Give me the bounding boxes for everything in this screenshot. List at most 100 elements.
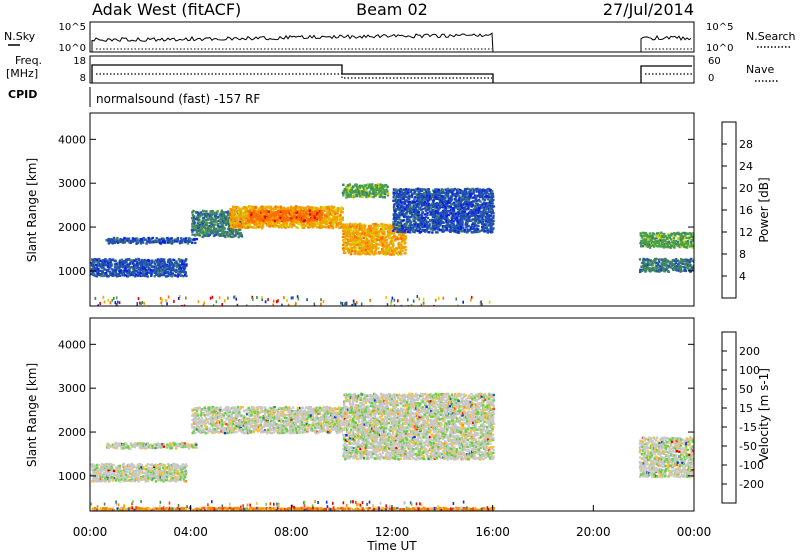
- data-cell: [393, 202, 396, 206]
- data-cell: [393, 234, 396, 237]
- data-cell: [111, 274, 114, 278]
- data-cell: [391, 244, 395, 248]
- data-cell: [478, 214, 481, 217]
- data-cell: [108, 464, 111, 468]
- data-cell: [307, 226, 310, 229]
- data-cell: [469, 190, 472, 194]
- data-cell: [475, 194, 479, 198]
- data-cell: [323, 209, 326, 213]
- data-cell: [277, 211, 280, 214]
- data-cell: [256, 214, 259, 217]
- data-cell: [271, 220, 275, 223]
- data-cell: [98, 258, 101, 262]
- data-cell: [240, 207, 244, 210]
- data-cell: [241, 214, 245, 217]
- data-cell: [128, 468, 132, 471]
- data-cell: [441, 195, 444, 198]
- data-cell: [150, 241, 153, 244]
- data-cell: [387, 245, 390, 249]
- y-tick-label: 2000: [58, 221, 86, 234]
- data-cell: [110, 463, 114, 467]
- data-cell: [450, 195, 453, 199]
- data-cell: [271, 219, 275, 222]
- data-cell: [402, 235, 406, 238]
- data-cell: [451, 190, 454, 193]
- data-cell: [452, 220, 455, 223]
- data-cell: [293, 218, 296, 221]
- data-cell: [663, 242, 667, 246]
- data-cell: [145, 270, 148, 273]
- data-cell: [648, 267, 651, 270]
- data-cell: [276, 205, 279, 209]
- data-cell: [178, 271, 182, 275]
- data-cell: [244, 220, 247, 223]
- data-cell: [136, 239, 140, 242]
- data-cell: [472, 228, 476, 231]
- data-cell: [373, 223, 376, 226]
- data-cell: [201, 223, 205, 226]
- data-cell: [673, 242, 676, 245]
- data-cell: [93, 274, 96, 277]
- nave-tick-bottom: 0: [708, 73, 714, 84]
- data-cell: [157, 240, 160, 244]
- data-cell: [331, 220, 334, 223]
- data-cell: [335, 216, 338, 219]
- data-cell: [483, 198, 487, 202]
- data-cell: [119, 269, 122, 272]
- data-cell: [290, 225, 293, 229]
- data-cell: [486, 224, 489, 227]
- data-cell: [108, 258, 111, 261]
- data-cell: [339, 220, 342, 223]
- data-cell: [394, 196, 397, 199]
- data-cell: [147, 264, 150, 267]
- data-cell: [103, 479, 106, 482]
- data-cell: [147, 262, 150, 265]
- data-cell: [413, 198, 416, 201]
- data-cell: [126, 266, 129, 269]
- data-cell: [449, 226, 453, 229]
- data-cell: [445, 224, 448, 228]
- data-cell: [381, 184, 384, 187]
- data-cell: [379, 183, 382, 186]
- data-cell: [343, 191, 346, 194]
- data-cell: [339, 207, 343, 211]
- data-cell: [195, 237, 198, 241]
- data-cell: [643, 242, 646, 245]
- data-cell: [681, 235, 684, 238]
- data-cell: [185, 258, 188, 261]
- data-cell: [342, 189, 345, 193]
- data-cell: [205, 221, 209, 224]
- data-cell: [302, 221, 305, 225]
- data-cell: [187, 240, 191, 244]
- data-cell: [340, 210, 343, 213]
- data-cell: [145, 464, 148, 467]
- data-cell: [143, 258, 146, 262]
- data-cell: [269, 218, 272, 221]
- data-cell: [457, 230, 460, 233]
- data-cell: [207, 212, 210, 216]
- station-title: Adak West (fitACF): [92, 0, 241, 19]
- data-cell: [404, 190, 407, 194]
- data-cell: [344, 233, 348, 236]
- data-cell: [326, 215, 329, 219]
- data-cell: [106, 268, 110, 272]
- data-cell: [137, 470, 140, 473]
- data-cell: [355, 301, 358, 304]
- data-cell: [345, 237, 348, 241]
- data-cell: [441, 198, 444, 202]
- data-cell: [490, 197, 494, 201]
- data-cell: [259, 222, 262, 225]
- data-cell: [190, 216, 194, 220]
- data-cell: [198, 228, 202, 232]
- data-cell: [444, 203, 447, 206]
- data-cell: [206, 214, 209, 217]
- data-cell: [163, 271, 167, 275]
- data-cell: [464, 194, 467, 198]
- data-cell: [261, 205, 264, 208]
- data-cell: [295, 211, 298, 214]
- data-cell: [417, 193, 420, 196]
- nsky-tick-top: 10^5: [59, 22, 86, 33]
- data-cell: [238, 222, 242, 226]
- data-cell: [158, 263, 161, 266]
- data-cell: [157, 270, 160, 273]
